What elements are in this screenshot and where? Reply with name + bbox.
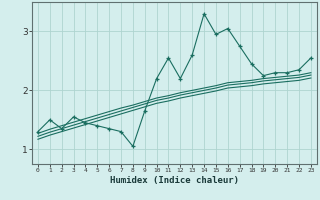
X-axis label: Humidex (Indice chaleur): Humidex (Indice chaleur) xyxy=(110,176,239,185)
